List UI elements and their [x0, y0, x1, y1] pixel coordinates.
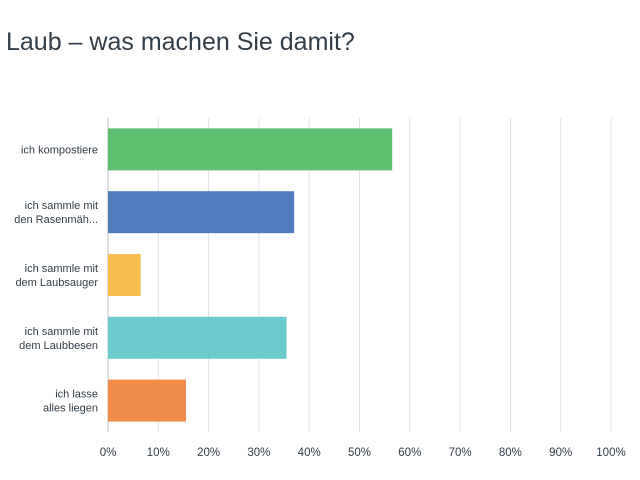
bar: [108, 379, 186, 422]
chart-title: Laub – was machen Sie damit?: [6, 28, 355, 56]
category-label: ich kompostiere: [21, 144, 98, 156]
bar: [108, 254, 141, 296]
category-label: ich sammle mit: [25, 263, 98, 275]
x-axis-ticks: 0% 10% 20% 30% 40% 50% 60% 70% 80% 90% 100%: [100, 447, 626, 459]
category-label: den Rasenmäh...: [14, 214, 98, 226]
bar: [108, 128, 393, 171]
x-tick-label: 0%: [100, 447, 117, 459]
x-tick-label: 60%: [398, 447, 421, 459]
x-tick-label: 30%: [247, 447, 270, 459]
category-label: ich sammle mit: [25, 200, 98, 212]
bars: [108, 128, 393, 422]
bar: [108, 191, 295, 234]
x-tick-label: 80%: [499, 447, 522, 459]
x-tick-label: 50%: [348, 447, 371, 459]
bar: [108, 316, 287, 359]
category-label: dem Laubsauger: [15, 277, 98, 289]
x-tick-label: 90%: [549, 447, 572, 459]
x-tick-label: 10%: [147, 447, 170, 459]
x-tick-label: 20%: [197, 447, 220, 459]
x-tick-label: 70%: [449, 447, 472, 459]
x-tick-label: 100%: [596, 447, 625, 459]
category-labels: ich kompostiere ich sammle mit den Rasenmä…: [14, 144, 98, 414]
x-tick-label: 40%: [298, 447, 321, 459]
category-label: ich lasse: [55, 389, 98, 401]
category-label: dem Laubbesen: [19, 340, 98, 352]
category-label: ich sammle mit: [25, 326, 98, 338]
category-label: alles liegen: [43, 403, 98, 415]
